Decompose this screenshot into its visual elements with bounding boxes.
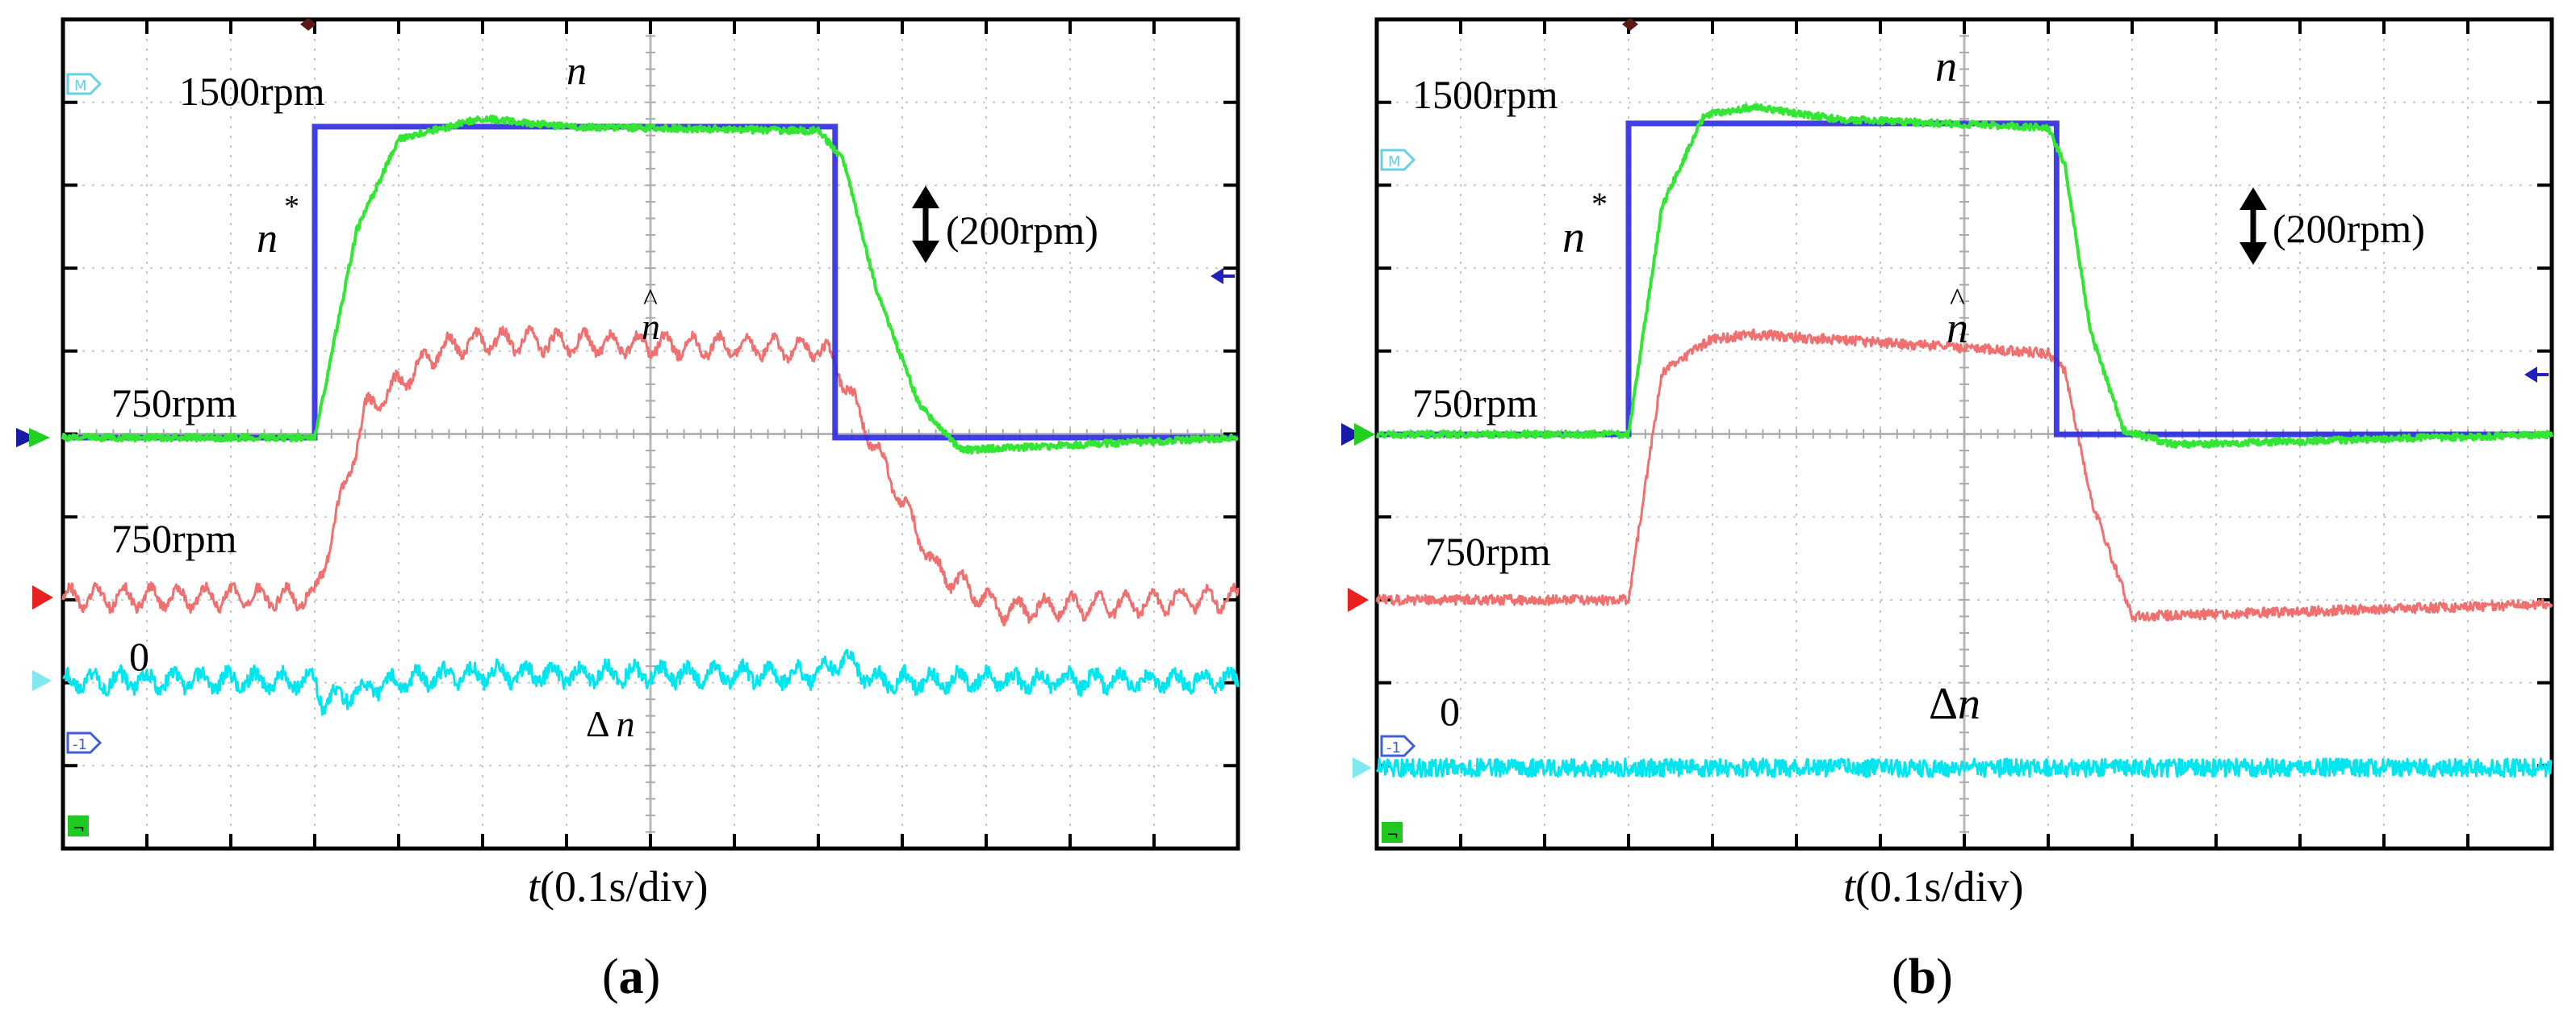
label-750rpm-red: 750rpm [111,516,237,561]
label-nstar: n [257,216,278,262]
ch4-ground-marker-icon [32,670,52,691]
label-nhat: n [642,306,660,347]
traces-b [1375,103,2553,778]
label-zero: 0 [129,634,149,679]
ch3-ground-marker-icon [32,585,53,610]
label-1500rpm: 1500rpm [1412,72,1558,117]
panel-b: M -1 ¬ 1500rpm n n * (200rpm) [1341,17,2554,1004]
label-scale: (200rpm) [946,207,1098,253]
markers-b: M -1 ¬ [1341,18,2549,844]
label-n: n [1935,42,1957,90]
panel-caption: (a) [602,949,660,1004]
double-arrow-icon [2239,187,2267,265]
svg-text:M: M [1388,153,1401,170]
label-delta-n: Δn [1929,679,1980,729]
trigger-marker-icon [300,18,316,31]
ch3-ground-marker-icon [1348,588,1369,612]
x-axis-label: t(0.1s/div) [528,862,709,911]
right-offset-arrow-icon [1211,268,1223,284]
ref1-marker-icon: -1 [1380,735,1416,757]
svg-text:-1: -1 [1386,740,1401,757]
panel-a: M -1 ¬ 1500rpm n n * (200rpm) [16,17,1240,1004]
label-nhat: n [1947,304,1968,352]
labels-a: 1500rpm n n * (200rpm) n ^ 750rpm 750rpm… [111,48,1098,1004]
ch2-ground-marker-icon [1341,423,1362,446]
svg-text:¬: ¬ [73,820,85,837]
label-nstar: n [1562,212,1585,262]
series-dn-line [62,648,1240,716]
ch1-ground-marker-icon [1354,423,1375,446]
series-nhat-line [61,325,1240,627]
ch-green-square-icon: ¬ [68,815,89,837]
label-nhat-hat: ^ [1950,281,1965,317]
label-nstar-sup: * [284,190,299,224]
label-scale: (200rpm) [2273,206,2425,251]
markers-a: M -1 ¬ [16,18,1235,837]
double-arrow-icon [912,186,939,263]
label-1500rpm: 1500rpm [179,69,325,114]
label-zero: 0 [1440,689,1460,734]
x-axis-label: t(0.1s/div) [1843,862,2024,911]
trigger-marker-icon [1622,18,1638,31]
panel-caption: (b) [1892,949,1953,1004]
ref1-marker-icon: -1 [66,731,102,754]
svg-text:-1: -1 [73,736,87,753]
math-marker-icon: M [1380,149,1416,171]
series-n-line [61,114,1239,455]
right-offset-arrow-icon [2524,367,2537,383]
ch1-ground-marker-icon [29,428,50,447]
math-marker-icon: M [66,73,102,95]
series-dn-line [1375,757,2553,778]
svg-text:M: M [74,78,87,94]
labels-b: 1500rpm n n * (200rpm) n ^ 750rpm 750rpm… [1412,42,2425,1004]
label-nstar-sup: * [1591,186,1608,222]
series-nhat-line [1375,328,2553,622]
ch2-ground-marker-icon [16,428,37,447]
series-n-line [1375,103,2553,449]
svg-text:¬: ¬ [1386,827,1399,844]
label-750rpm-red: 750rpm [1425,529,1551,574]
label-nhat-hat: ^ [643,283,658,317]
label-n: n [567,48,587,93]
traces-a [61,114,1240,716]
ch-green-square-icon: ¬ [1382,822,1403,844]
ch4-ground-marker-icon [1353,757,1372,778]
label-750rpm-green: 750rpm [1412,380,1538,425]
label-750rpm-green: 750rpm [111,380,237,425]
